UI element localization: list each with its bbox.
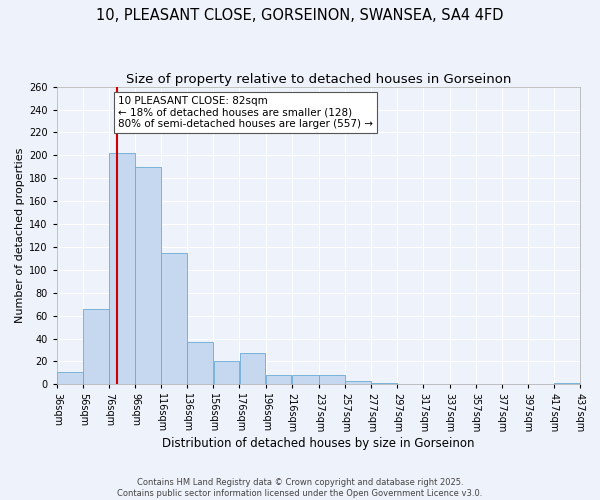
X-axis label: Distribution of detached houses by size in Gorseinon: Distribution of detached houses by size … bbox=[162, 437, 475, 450]
Bar bbox=[161, 252, 187, 384]
Bar bbox=[187, 342, 213, 384]
Text: 10 PLEASANT CLOSE: 82sqm
← 18% of detached houses are smaller (128)
80% of semi-: 10 PLEASANT CLOSE: 82sqm ← 18% of detach… bbox=[118, 96, 373, 129]
Bar bbox=[57, 372, 83, 384]
Bar bbox=[266, 375, 292, 384]
Y-axis label: Number of detached properties: Number of detached properties bbox=[15, 148, 25, 323]
Title: Size of property relative to detached houses in Gorseinon: Size of property relative to detached ho… bbox=[126, 72, 511, 86]
Bar bbox=[292, 375, 319, 384]
Bar bbox=[346, 381, 371, 384]
Bar bbox=[214, 362, 239, 384]
Text: Contains HM Land Registry data © Crown copyright and database right 2025.
Contai: Contains HM Land Registry data © Crown c… bbox=[118, 478, 482, 498]
Bar bbox=[319, 375, 345, 384]
Bar bbox=[83, 309, 109, 384]
Bar bbox=[239, 354, 265, 384]
Bar bbox=[371, 383, 397, 384]
Text: 10, PLEASANT CLOSE, GORSEINON, SWANSEA, SA4 4FD: 10, PLEASANT CLOSE, GORSEINON, SWANSEA, … bbox=[96, 8, 504, 22]
Bar bbox=[135, 167, 161, 384]
Bar bbox=[554, 383, 580, 384]
Bar bbox=[109, 153, 135, 384]
